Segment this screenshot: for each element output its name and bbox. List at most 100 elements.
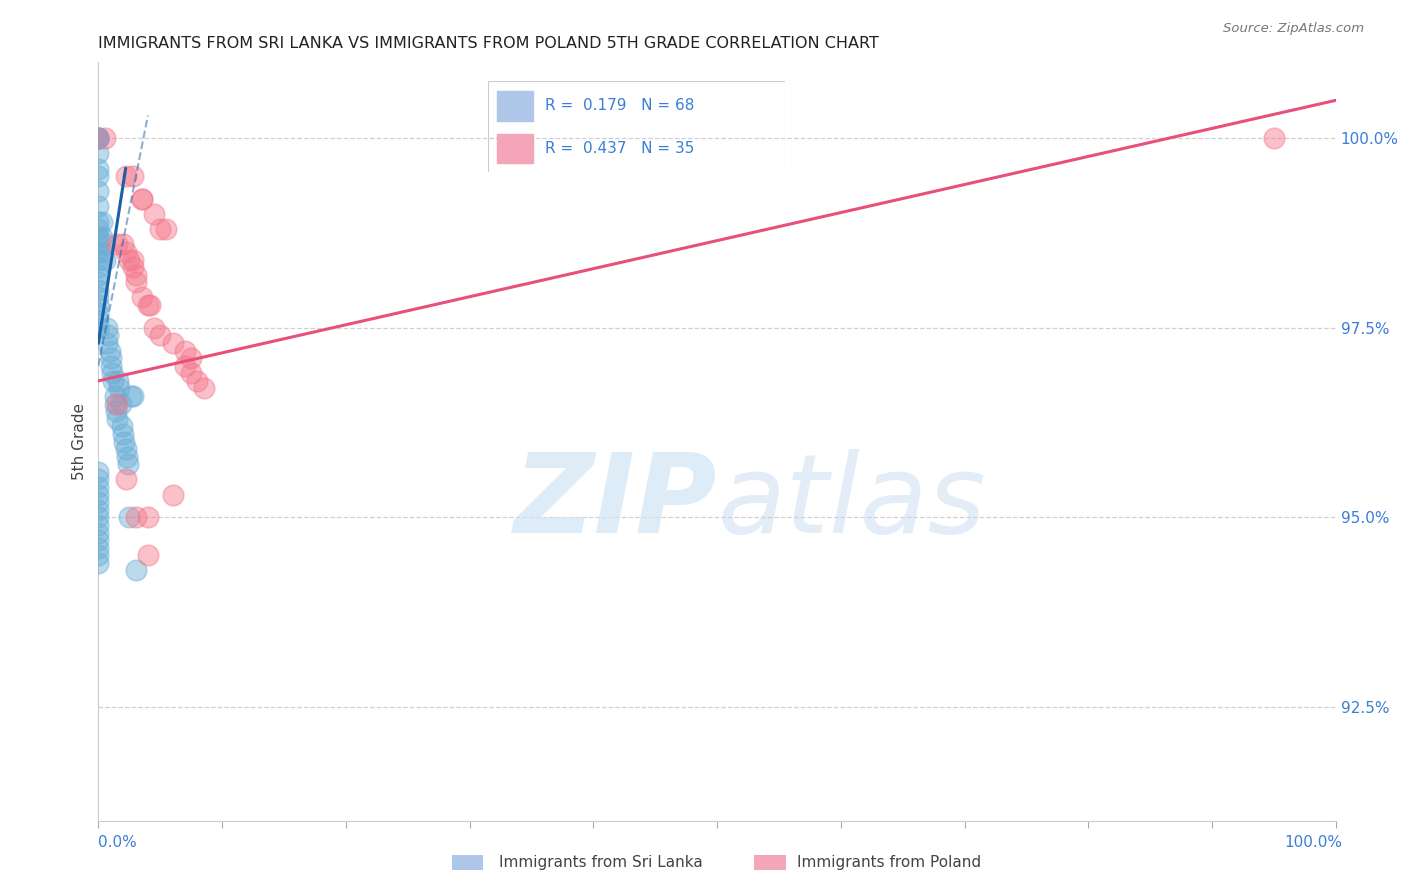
Point bbox=[103, 396, 125, 410]
Point bbox=[87, 298, 110, 312]
Point bbox=[122, 389, 145, 403]
Point bbox=[120, 389, 142, 403]
Point bbox=[87, 487, 110, 501]
Point bbox=[87, 533, 110, 547]
Point bbox=[87, 517, 110, 532]
Point bbox=[91, 214, 114, 228]
Text: Immigrants from Poland: Immigrants from Poland bbox=[797, 855, 981, 870]
Point bbox=[87, 244, 110, 259]
Point bbox=[124, 276, 146, 290]
Point bbox=[107, 374, 129, 388]
Point bbox=[87, 495, 110, 509]
Point bbox=[91, 244, 114, 259]
Point bbox=[112, 426, 135, 441]
Point bbox=[87, 268, 110, 282]
Point bbox=[131, 192, 153, 206]
Point bbox=[87, 510, 110, 524]
Point bbox=[105, 396, 128, 410]
Point bbox=[114, 442, 136, 456]
Text: Source: ZipAtlas.com: Source: ZipAtlas.com bbox=[1223, 22, 1364, 36]
Point bbox=[100, 351, 122, 366]
Point bbox=[87, 290, 110, 304]
Point bbox=[174, 343, 197, 358]
Point bbox=[108, 381, 131, 395]
Point bbox=[87, 237, 110, 252]
Point bbox=[93, 131, 115, 145]
Point bbox=[87, 199, 110, 213]
Point bbox=[101, 366, 124, 380]
Point bbox=[124, 563, 146, 577]
Point bbox=[122, 260, 145, 274]
Point bbox=[87, 276, 110, 290]
Point bbox=[122, 169, 145, 183]
Point bbox=[180, 351, 202, 366]
Text: ZIP: ZIP bbox=[513, 449, 717, 556]
Point bbox=[87, 214, 110, 228]
Text: IMMIGRANTS FROM SRI LANKA VS IMMIGRANTS FROM POLAND 5TH GRADE CORRELATION CHART: IMMIGRANTS FROM SRI LANKA VS IMMIGRANTS … bbox=[98, 36, 879, 51]
Point bbox=[93, 252, 115, 267]
Point bbox=[87, 313, 110, 327]
Point bbox=[87, 548, 110, 562]
Point bbox=[87, 161, 110, 176]
Point bbox=[114, 472, 136, 486]
Point bbox=[149, 222, 172, 236]
Point bbox=[87, 131, 110, 145]
Point bbox=[87, 184, 110, 198]
Point bbox=[136, 298, 159, 312]
FancyBboxPatch shape bbox=[451, 855, 484, 871]
Point bbox=[112, 237, 135, 252]
Point bbox=[87, 260, 110, 274]
Point bbox=[114, 169, 136, 183]
Point bbox=[103, 389, 125, 403]
Text: 0.0%: 0.0% bbox=[98, 836, 138, 850]
Point bbox=[87, 525, 110, 540]
Point bbox=[96, 336, 118, 351]
Point bbox=[131, 192, 153, 206]
Point bbox=[118, 510, 141, 524]
Point bbox=[87, 131, 110, 145]
Point bbox=[87, 556, 110, 570]
Point bbox=[87, 222, 110, 236]
Point bbox=[105, 237, 128, 252]
Point bbox=[124, 268, 146, 282]
Point bbox=[87, 305, 110, 319]
Point bbox=[131, 290, 153, 304]
Point bbox=[122, 252, 145, 267]
Point bbox=[87, 503, 110, 517]
Point bbox=[87, 252, 110, 267]
Point bbox=[87, 131, 110, 145]
Point bbox=[193, 381, 215, 395]
Text: Immigrants from Sri Lanka: Immigrants from Sri Lanka bbox=[499, 855, 703, 870]
Point bbox=[98, 343, 121, 358]
Point bbox=[87, 320, 110, 334]
Point bbox=[162, 487, 184, 501]
Point bbox=[103, 374, 125, 388]
Point bbox=[1263, 131, 1285, 145]
Point bbox=[118, 252, 141, 267]
Y-axis label: 5th Grade: 5th Grade bbox=[72, 403, 87, 480]
Point bbox=[162, 336, 184, 351]
Point bbox=[100, 359, 122, 373]
Point bbox=[93, 237, 115, 252]
Point bbox=[124, 510, 146, 524]
Point bbox=[97, 328, 120, 343]
Point bbox=[87, 146, 110, 161]
Point bbox=[87, 480, 110, 494]
Point bbox=[143, 207, 166, 221]
Point bbox=[87, 229, 110, 244]
Point bbox=[139, 298, 162, 312]
Point bbox=[87, 131, 110, 145]
Point bbox=[110, 396, 132, 410]
Point bbox=[87, 541, 110, 555]
Point bbox=[105, 411, 128, 425]
Point bbox=[87, 169, 110, 183]
Point bbox=[87, 465, 110, 479]
Point bbox=[186, 374, 208, 388]
Point bbox=[91, 229, 114, 244]
Point bbox=[112, 434, 135, 449]
Text: atlas: atlas bbox=[717, 449, 986, 556]
Point bbox=[114, 244, 136, 259]
Point bbox=[136, 510, 159, 524]
FancyBboxPatch shape bbox=[754, 855, 786, 871]
Point bbox=[87, 131, 110, 145]
